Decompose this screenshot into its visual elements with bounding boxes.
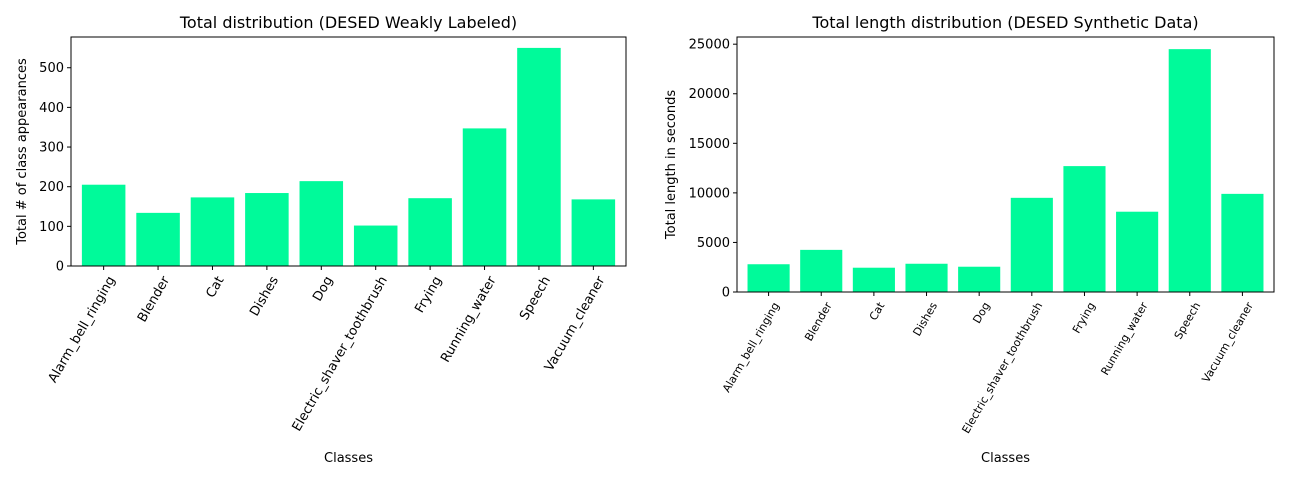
y-tick-label: 0 bbox=[722, 286, 730, 301]
y-tick-label: 100 bbox=[39, 220, 64, 235]
bar-cat bbox=[852, 267, 895, 292]
bar-electric-shaver-toothbrush bbox=[353, 225, 398, 266]
y-tick-label: 300 bbox=[39, 141, 64, 156]
chart-weakly-labeled: 0 100 200 300 400 500 Alarm_bell_ringing Blende… bbox=[15, 13, 627, 466]
bar-vacuum-cleaner bbox=[571, 199, 616, 266]
bar-speech bbox=[517, 47, 561, 267]
bar-speech bbox=[1168, 49, 1211, 293]
bar-blender bbox=[136, 212, 180, 266]
x-tick-label: Cat bbox=[203, 274, 227, 301]
x-tick-label: Cat bbox=[867, 299, 888, 322]
bar-frying bbox=[1063, 166, 1106, 292]
x-tick-label: Vacuum_cleaner bbox=[1199, 300, 1256, 385]
x-tick-label: Speech bbox=[1172, 300, 1204, 342]
bar-alarm-bell-ringing bbox=[81, 184, 126, 266]
x-tick-label: Dishes bbox=[910, 300, 940, 339]
y-tick-label: 10000 bbox=[689, 186, 730, 201]
y-axis-label: Total length in seconds bbox=[664, 90, 679, 240]
y-tick-label: 15000 bbox=[689, 137, 730, 152]
x-tick-label: Alarm_bell_ringing bbox=[46, 274, 119, 386]
y-tick-label: 25000 bbox=[689, 38, 730, 53]
y-tick-label: 0 bbox=[56, 260, 64, 275]
bar-frying bbox=[408, 198, 452, 266]
y-tick-label: 5000 bbox=[697, 236, 730, 251]
y-tick-label: 200 bbox=[39, 180, 64, 195]
x-tick-label: Electric_shaver_toothbrush bbox=[290, 274, 391, 434]
x-tick-label: Alarm_bell_ringing bbox=[720, 300, 782, 395]
x-tick-label: Speech bbox=[517, 274, 554, 323]
bar-blender bbox=[800, 249, 843, 292]
axes-frame bbox=[70, 36, 627, 267]
x-tick-label: Blender bbox=[135, 273, 173, 325]
x-axis-label: Classes bbox=[981, 451, 1030, 466]
x-tick-label: Dog bbox=[310, 274, 336, 304]
y-axis-label: Total # of class appearances bbox=[15, 58, 30, 246]
bar-dog bbox=[299, 181, 344, 266]
x-tick-label: Frying bbox=[1070, 300, 1098, 336]
x-tick-label: Running_water bbox=[438, 273, 500, 365]
chart-title: Total distribution (DESED Weakly Labeled… bbox=[179, 13, 517, 32]
bar-cat bbox=[190, 197, 235, 266]
x-tick-label: Dog bbox=[970, 300, 992, 326]
x-tick-label: Frying bbox=[412, 274, 445, 316]
bar-dishes bbox=[245, 193, 289, 266]
chart-synthetic-data: 0 5000 10000 15000 20000 25000 Alarm_bell_ring… bbox=[664, 13, 1275, 466]
bar-vacuum-cleaner bbox=[1221, 193, 1264, 292]
x-axis-label: Classes bbox=[324, 451, 373, 466]
y-tick-label: 20000 bbox=[689, 87, 730, 102]
y-tick-label: 500 bbox=[39, 61, 64, 76]
y-tick-label: 400 bbox=[39, 101, 64, 116]
bar-electric-shaver-toothbrush bbox=[1010, 197, 1053, 292]
axes-frame bbox=[736, 36, 1275, 293]
bar-alarm-bell-ringing bbox=[747, 264, 790, 292]
x-tick-label: Blender bbox=[802, 300, 835, 344]
chart-title: Total length distribution (DESED Synthet… bbox=[811, 13, 1198, 32]
bar-dog bbox=[958, 266, 1001, 292]
x-tick-label: Running_water bbox=[1098, 300, 1150, 378]
x-tick-label: Dishes bbox=[247, 274, 282, 319]
bar-running-water bbox=[1116, 211, 1159, 292]
x-tick-label: Vacuum_cleaner bbox=[542, 273, 609, 374]
bar-dishes bbox=[905, 263, 948, 292]
bar-running-water bbox=[462, 128, 507, 266]
